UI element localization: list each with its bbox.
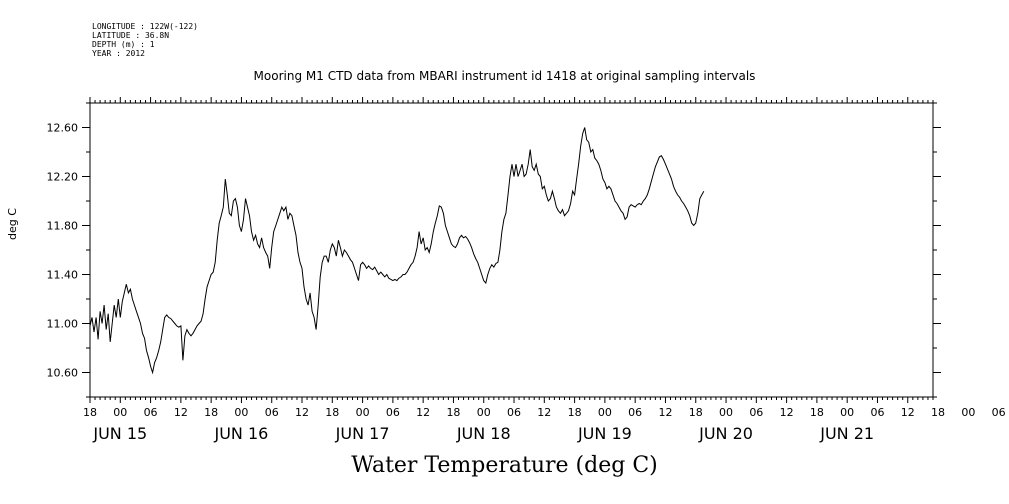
x-tick-label: 00 <box>961 406 975 419</box>
x-tick-label: 00 <box>356 406 370 419</box>
longitude-label: LONGITUDE : 122W(-122) <box>92 22 198 31</box>
x-tick-label: 06 <box>749 406 763 419</box>
x-tick-label: 12 <box>780 406 794 419</box>
x-tick-label: 18 <box>568 406 582 419</box>
x-tick-label: 00 <box>598 406 612 419</box>
x-tick-label: 18 <box>446 406 460 419</box>
x-tick-label: 06 <box>386 406 400 419</box>
x-day-label: JUN 16 <box>214 424 269 443</box>
y-tick-label: 11.40 <box>47 269 79 282</box>
x-tick-label: 18 <box>810 406 824 419</box>
depth-label: DEPTH (m) : 1 <box>92 40 155 49</box>
x-tick-label: 06 <box>628 406 642 419</box>
x-tick-label: 12 <box>174 406 188 419</box>
x-axis-label: Water Temperature (deg C) <box>351 453 658 478</box>
x-tick-label: 12 <box>658 406 672 419</box>
y-tick-label: 12.20 <box>47 171 79 184</box>
x-tick-label: 12 <box>537 406 551 419</box>
x-tick-label: 12 <box>901 406 915 419</box>
latitude-label: LATITUDE : 36.8N <box>92 31 170 40</box>
x-day-label: JUN 19 <box>577 424 632 443</box>
x-tick-label: 18 <box>931 406 945 419</box>
x-day-label: JUN 15 <box>92 424 147 443</box>
y-axis-label: deg C <box>6 208 19 240</box>
y-tick-label: 11.00 <box>47 318 79 331</box>
x-day-label: JUN 21 <box>819 424 874 443</box>
x-day-label: JUN 18 <box>456 424 511 443</box>
y-tick-label: 11.80 <box>47 220 79 233</box>
x-tick-label: 00 <box>840 406 854 419</box>
x-tick-label: 06 <box>992 406 1006 419</box>
x-tick-label: 18 <box>204 406 218 419</box>
x-day-label: JUN 20 <box>698 424 753 443</box>
x-tick-label: 06 <box>507 406 521 419</box>
x-tick-label: 12 <box>295 406 309 419</box>
y-tick-label: 10.60 <box>47 367 79 380</box>
chart-title: Mooring M1 CTD data from MBARI instrumen… <box>253 69 756 83</box>
x-tick-label: 00 <box>234 406 248 419</box>
x-tick-label: 00 <box>477 406 491 419</box>
x-tick-label: 18 <box>83 406 97 419</box>
x-day-label: JUN 17 <box>335 424 390 443</box>
x-tick-label: 12 <box>416 406 430 419</box>
x-tick-label: 00 <box>719 406 733 419</box>
x-tick-label: 18 <box>325 406 339 419</box>
x-tick-label: 06 <box>144 406 158 419</box>
year-label: YEAR : 2012 <box>92 49 145 58</box>
y-tick-label: 12.60 <box>47 122 79 135</box>
temperature-line <box>89 127 705 375</box>
x-tick-label: 06 <box>870 406 884 419</box>
x-tick-label: 18 <box>689 406 703 419</box>
x-tick-label: 06 <box>265 406 279 419</box>
x-tick-label: 00 <box>113 406 127 419</box>
